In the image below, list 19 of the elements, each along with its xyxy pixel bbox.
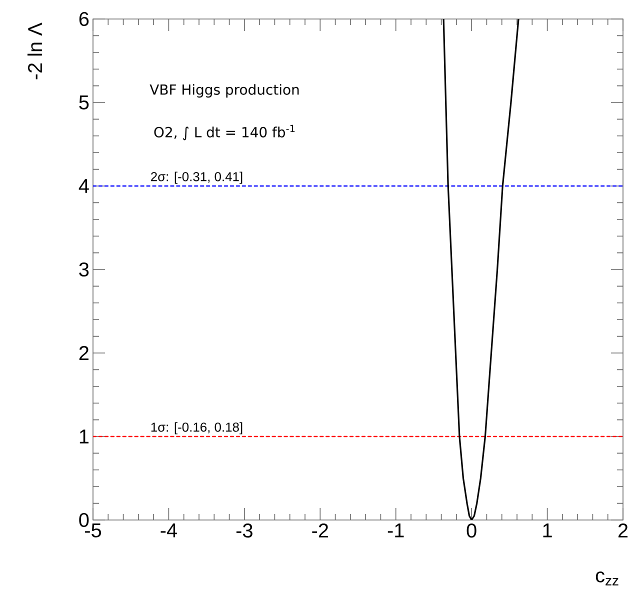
- x-tick-label: -4: [160, 524, 177, 538]
- y-tick-label: 2: [79, 346, 88, 360]
- x-tick-label: 1: [543, 524, 552, 538]
- x-tick-label: -3: [236, 524, 252, 538]
- ref-line-label: 2σ: [-0.31, 0.41]: [151, 172, 242, 184]
- annotation: O2, ∫ L dt = 140 fb$^{-1}$: [154, 124, 295, 140]
- ref-line-label: 1σ: [-0.16, 0.18]: [151, 422, 242, 434]
- y-axis-title: -2 ln Λ: [27, 22, 42, 80]
- x-axis-title: c$_{zz}$: [596, 572, 618, 586]
- y-tick-label: 1: [80, 430, 89, 444]
- x-tick-label: -1: [388, 524, 404, 538]
- x-tick-label: 0: [466, 524, 476, 538]
- x-tick-label: -2: [312, 524, 328, 538]
- annotation: VBF Higgs production: [150, 84, 299, 98]
- y-tick-label: 5: [79, 96, 89, 110]
- y-tick-label: 4: [78, 179, 89, 193]
- y-tick-label: 3: [79, 262, 89, 277]
- y-tick-label: 6: [79, 12, 89, 26]
- x-tick-label: 2: [618, 524, 628, 538]
